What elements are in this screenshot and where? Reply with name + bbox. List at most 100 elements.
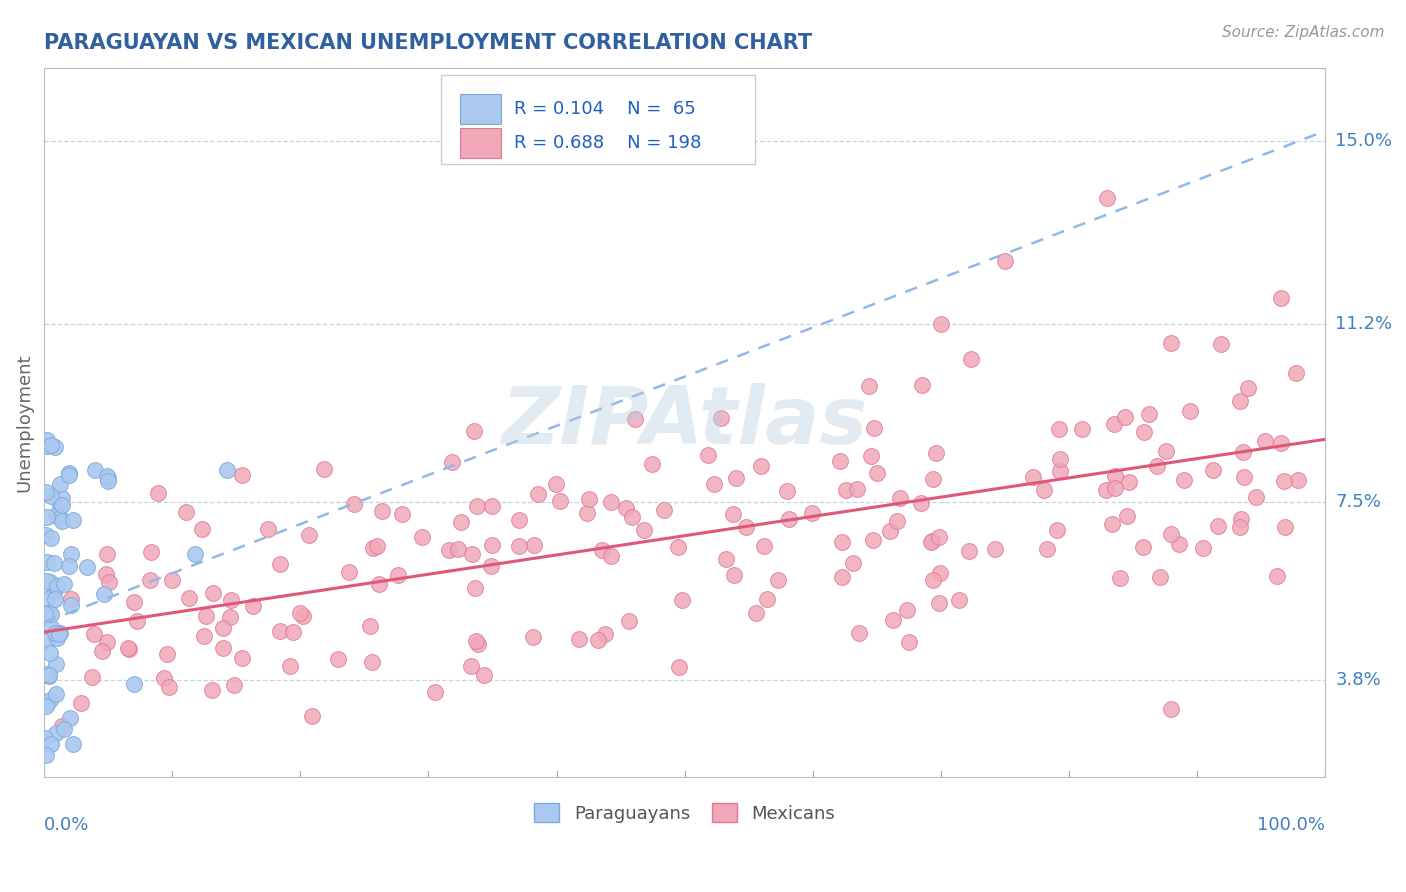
- Point: [828, 454, 851, 468]
- Point: [146, 486, 169, 500]
- Point: [44, 626, 66, 640]
- Point: [921, 533, 943, 548]
- Point: [201, 682, 224, 697]
- Point: [35, 667, 58, 681]
- Point: [298, 528, 321, 542]
- Text: ZIPAtlas: ZIPAtlas: [502, 384, 868, 461]
- Point: [183, 547, 205, 561]
- Point: [425, 685, 447, 699]
- Point: [526, 486, 548, 500]
- Point: [48, 511, 70, 525]
- Point: [1133, 425, 1156, 439]
- Point: [1236, 381, 1258, 395]
- Point: [450, 515, 472, 529]
- Point: [58, 559, 80, 574]
- Point: [97, 471, 120, 485]
- Point: [1116, 508, 1139, 523]
- Point: [1274, 520, 1296, 534]
- Point: [1109, 571, 1132, 585]
- Point: [177, 591, 200, 605]
- Text: 7.5%: 7.5%: [1336, 493, 1381, 511]
- Point: [1036, 541, 1059, 556]
- Point: [124, 677, 146, 691]
- Point: [48, 477, 70, 491]
- Point: [155, 647, 177, 661]
- Point: [508, 539, 530, 553]
- Point: [231, 651, 253, 665]
- Point: [752, 539, 775, 553]
- Point: [34, 607, 56, 622]
- Point: [62, 737, 84, 751]
- Point: [994, 254, 1017, 268]
- Point: [52, 723, 75, 737]
- Point: [269, 558, 291, 572]
- Point: [922, 573, 945, 587]
- Point: [193, 629, 215, 643]
- Point: [359, 618, 381, 632]
- Point: [734, 520, 756, 534]
- Point: [957, 544, 980, 558]
- Point: [460, 659, 482, 673]
- Point: [546, 477, 568, 491]
- Point: [219, 610, 242, 624]
- Point: [257, 522, 280, 536]
- Point: [778, 512, 800, 526]
- Point: [1229, 393, 1251, 408]
- Point: [586, 632, 609, 647]
- Point: [35, 510, 58, 524]
- Point: [467, 637, 489, 651]
- Point: [862, 420, 884, 434]
- Text: 15.0%: 15.0%: [1336, 131, 1392, 150]
- Point: [37, 555, 59, 569]
- Point: [666, 540, 689, 554]
- Point: [1046, 523, 1069, 537]
- Point: [879, 524, 901, 538]
- Point: [1047, 422, 1070, 436]
- Point: [212, 621, 235, 635]
- Point: [641, 457, 664, 471]
- Point: [882, 613, 904, 627]
- Point: [1049, 464, 1071, 478]
- Point: [724, 471, 747, 485]
- Point: [464, 633, 486, 648]
- Point: [122, 595, 145, 609]
- Point: [1284, 366, 1306, 380]
- Point: [696, 448, 718, 462]
- Point: [222, 678, 245, 692]
- Point: [93, 587, 115, 601]
- Point: [83, 627, 105, 641]
- Point: [523, 537, 546, 551]
- Point: [96, 468, 118, 483]
- Point: [62, 513, 84, 527]
- Point: [35, 698, 58, 713]
- Point: [831, 570, 853, 584]
- Point: [35, 696, 58, 710]
- Point: [479, 558, 502, 573]
- Point: [35, 634, 58, 648]
- Point: [41, 531, 63, 545]
- Point: [45, 657, 67, 672]
- Point: [152, 671, 174, 685]
- Point: [652, 503, 675, 517]
- Point: [41, 620, 63, 634]
- Point: [1049, 452, 1071, 467]
- Text: 0.0%: 0.0%: [44, 815, 90, 834]
- Point: [745, 606, 768, 620]
- Point: [411, 530, 433, 544]
- Point: [59, 547, 82, 561]
- Point: [1253, 434, 1275, 449]
- Point: [391, 507, 413, 521]
- Point: [668, 660, 690, 674]
- Point: [70, 696, 93, 710]
- Point: [45, 687, 67, 701]
- Point: [897, 635, 920, 649]
- Point: [619, 614, 641, 628]
- Point: [593, 627, 616, 641]
- Point: [326, 652, 349, 666]
- Point: [39, 737, 62, 751]
- Point: [522, 630, 544, 644]
- Point: [212, 640, 235, 655]
- Point: [703, 477, 725, 491]
- Point: [920, 534, 942, 549]
- Point: [39, 692, 62, 706]
